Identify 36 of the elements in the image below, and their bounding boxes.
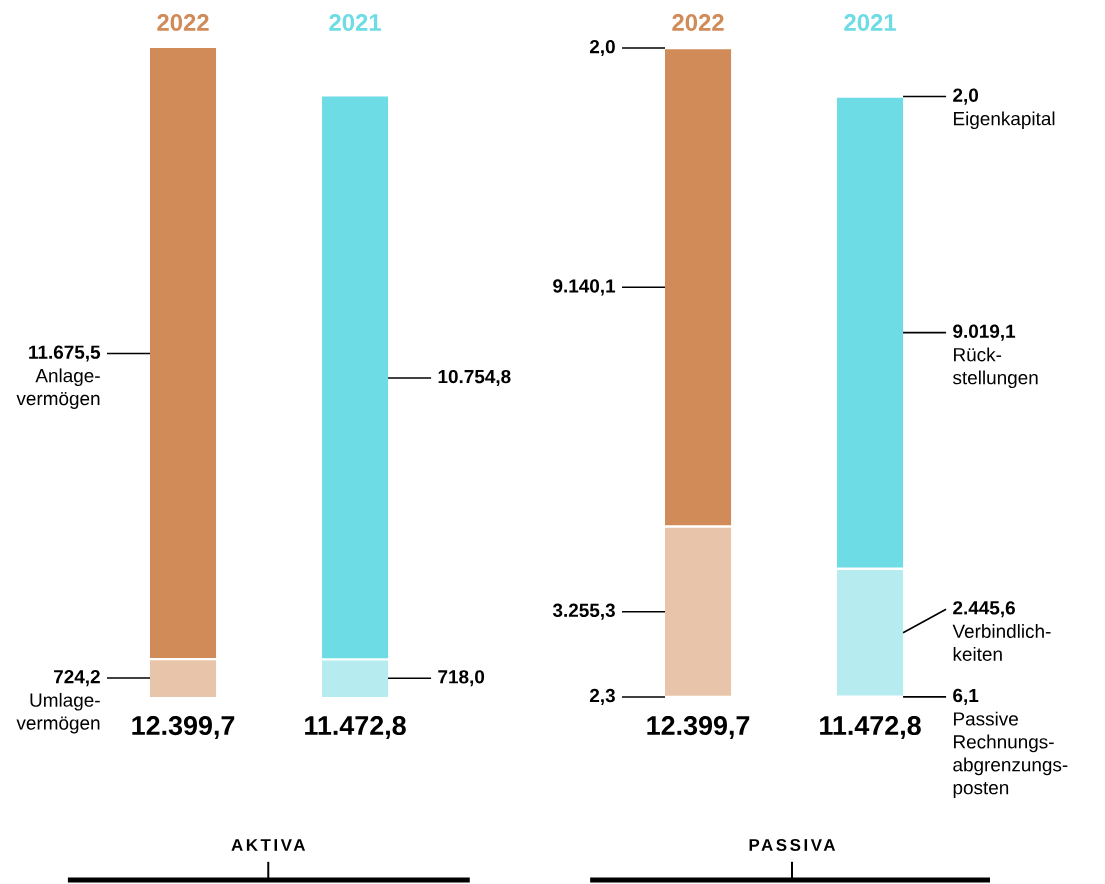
x-tick-label: 2022 [672, 14, 724, 31]
data-label: 9.019,1 [953, 324, 1016, 341]
data-label: 6,1 [953, 688, 979, 705]
bar [150, 659, 217, 697]
text: Eigenkapital [954, 111, 1055, 130]
total-label: 11.472,8 [305, 716, 406, 739]
total-label: 12.399,7 [132, 716, 235, 739]
data-label: 3.255,3 [552, 603, 615, 620]
text: PASSIVA [749, 838, 836, 851]
text: Anlage-vermögen [16, 368, 100, 409]
data-label: 2,0 [589, 39, 615, 57]
bar [837, 96, 904, 569]
total-label: 11.472,8 [820, 716, 921, 739]
bar [837, 568, 904, 697]
text: Umlage-vermögen [16, 692, 100, 734]
text: Verbindlich-keiten [952, 624, 1051, 661]
data-label: 724,2 [54, 669, 100, 687]
total-label: 12.399,7 [647, 716, 750, 739]
text: Passive Rechnungs-abgrenzungs-posten [953, 711, 1068, 799]
data-label: 11.675,5 [29, 345, 101, 362]
data-label: 9.140,1 [553, 279, 616, 296]
bar [322, 659, 389, 697]
text: AKTIVA [231, 839, 306, 851]
bar [665, 48, 732, 527]
x-tick-label: 2022 [157, 14, 209, 31]
x-tick-label: 2021 [844, 14, 896, 31]
data-label: 2,3 [589, 688, 615, 706]
bar [322, 96, 389, 660]
bar [150, 47, 217, 660]
data-label: 2,0 [953, 88, 979, 105]
text: Rück-stellungen [953, 347, 1038, 389]
x-tick-label: 2021 [329, 14, 381, 31]
bar [665, 526, 732, 697]
data-label: 718,0 [438, 670, 485, 687]
data-label: 10.754,8 [438, 369, 511, 387]
data-label: 2.445,6 [953, 601, 1015, 618]
